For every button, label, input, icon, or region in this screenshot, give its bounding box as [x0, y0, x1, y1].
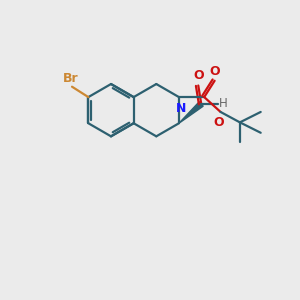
Text: H: H: [219, 98, 228, 110]
Polygon shape: [179, 102, 203, 123]
Text: O: O: [209, 65, 220, 78]
Text: N: N: [176, 102, 187, 116]
Text: O: O: [193, 69, 204, 82]
Text: Br: Br: [63, 72, 78, 85]
Text: O: O: [214, 116, 224, 129]
